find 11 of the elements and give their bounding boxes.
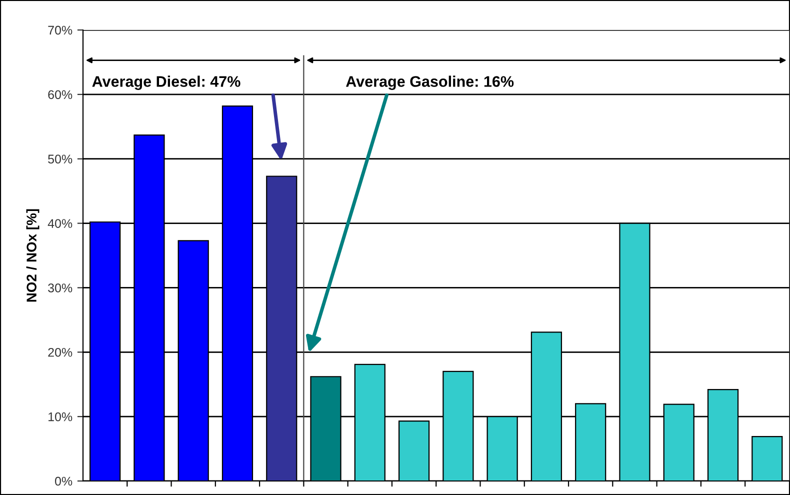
y-tick-label: 40% bbox=[48, 219, 72, 228]
y-tick-label: 70% bbox=[48, 26, 72, 35]
y-tick-label: 0% bbox=[55, 476, 72, 486]
y-tick-label: 30% bbox=[48, 284, 72, 292]
y-tick-label: 10% bbox=[48, 412, 72, 422]
annotation: Average Diesel: 47% bbox=[92, 76, 240, 90]
annotation: Average Gasoline: 16% bbox=[346, 76, 514, 90]
y-tick-label: 20% bbox=[48, 348, 72, 357]
y-axis-title: NO2 / NOx [%] bbox=[26, 209, 40, 302]
y-tick-label: 50% bbox=[48, 154, 72, 164]
y-tick-label: 60% bbox=[48, 90, 72, 100]
